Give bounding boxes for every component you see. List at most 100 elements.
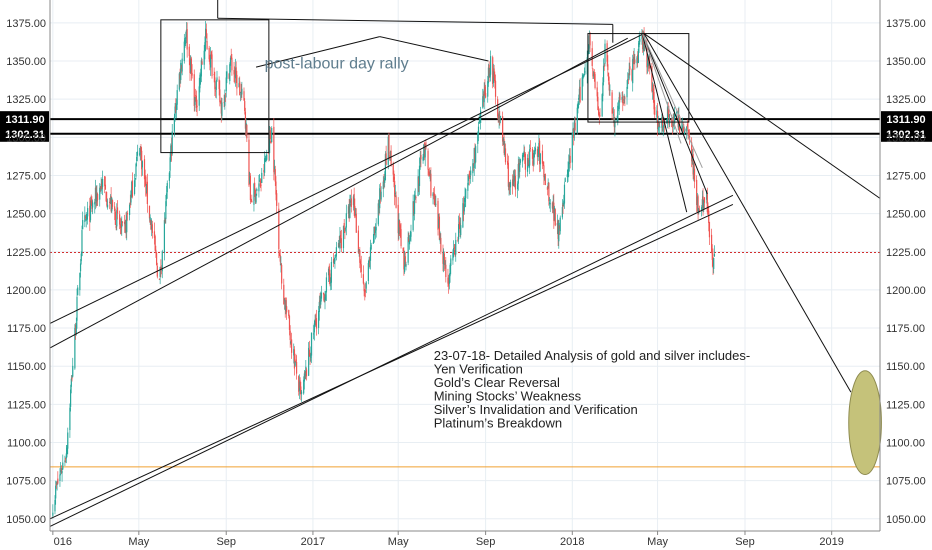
candle-body: [433, 193, 436, 205]
candle-body: [688, 135, 691, 140]
candle-body: [514, 174, 516, 182]
candle-body: [403, 258, 406, 273]
candle-body: [683, 131, 686, 134]
candle-body: [529, 149, 531, 166]
candle-body: [568, 155, 571, 165]
candle-body: [121, 221, 124, 223]
candle-body: [697, 196, 699, 215]
candle-body: [487, 67, 490, 84]
candle-body: [349, 203, 351, 218]
candle-body: [60, 468, 62, 473]
candle-body: [99, 187, 101, 200]
candle-body: [681, 125, 684, 130]
candle-body: [140, 146, 142, 152]
y-tick-label-right: 1375.00: [886, 18, 926, 30]
candle-body: [624, 97, 626, 99]
candle-body: [383, 180, 385, 182]
candle-body: [300, 386, 302, 395]
candle-body: [611, 92, 613, 114]
candle-body: [201, 61, 203, 65]
candle-body: [598, 113, 600, 116]
candle-body: [131, 181, 133, 195]
candle-body: [135, 163, 137, 177]
candle-body: [170, 145, 173, 156]
candle-body: [79, 272, 81, 291]
candle-body: [368, 259, 370, 263]
candle-body: [439, 238, 441, 242]
candle-body: [541, 150, 544, 164]
candle-body: [116, 207, 119, 214]
candle-body: [710, 234, 713, 252]
notes-line: Gold’s Clear Reversal: [434, 375, 560, 390]
candle-body: [489, 56, 492, 75]
candle-body: [215, 81, 217, 90]
candle-body: [405, 264, 407, 267]
candle-body: [498, 114, 500, 122]
candle-body: [54, 500, 56, 512]
candle-body: [238, 83, 240, 88]
candle-body: [534, 150, 536, 152]
candle-body: [173, 117, 175, 132]
candle-body: [239, 91, 242, 93]
candle-body: [185, 36, 187, 40]
candle-body: [364, 289, 366, 293]
candle-body: [322, 292, 325, 295]
candle-body: [577, 102, 579, 109]
candle-body: [298, 376, 300, 392]
candle-body: [55, 483, 57, 486]
candle-body: [629, 66, 631, 70]
candle-body: [652, 88, 654, 96]
candle-body: [363, 284, 365, 292]
candle-body: [104, 176, 106, 187]
candle-body: [159, 267, 161, 278]
candle-body: [455, 239, 457, 255]
candle-body: [671, 126, 674, 128]
candle-body: [484, 86, 486, 96]
candle-body: [578, 88, 581, 99]
candle-body: [603, 65, 605, 67]
candle-body: [300, 391, 303, 394]
candle-body: [273, 126, 275, 173]
candle-body: [367, 262, 369, 281]
candle-body: [194, 97, 196, 105]
candle-body: [320, 292, 323, 299]
candle-body: [283, 298, 286, 302]
candle-body: [562, 204, 564, 207]
candle-body: [249, 176, 251, 183]
candle-body: [487, 81, 489, 97]
candle-body: [184, 39, 186, 44]
candle-body: [244, 111, 247, 129]
candle-body: [66, 447, 68, 455]
candle-body: [219, 101, 222, 103]
candle-body: [126, 213, 129, 215]
candle-body: [702, 196, 704, 209]
candle-body: [193, 74, 195, 106]
y-tick-label-left: 1050.00: [6, 514, 46, 526]
candle-body: [539, 140, 541, 165]
candle-body: [343, 223, 345, 230]
candle-body: [264, 158, 266, 173]
candle-body: [597, 108, 600, 115]
candle-body: [429, 175, 431, 179]
candle-body: [542, 161, 544, 165]
candle-body: [642, 34, 644, 51]
candle-body: [248, 139, 250, 186]
candle-body: [437, 200, 439, 230]
candle-body: [574, 122, 576, 131]
candle-body: [90, 198, 92, 204]
candle-body: [536, 148, 539, 157]
candle-body: [318, 310, 320, 328]
candle-body: [394, 193, 396, 195]
candle-body: [308, 347, 310, 376]
price-tag-left-label: 1311.90: [5, 114, 44, 126]
candle-body: [688, 132, 690, 134]
trendline: [641, 31, 682, 144]
x-tick-label: Sep: [216, 536, 236, 548]
candle-body: [313, 333, 315, 335]
candle-body: [504, 148, 507, 163]
candle-body: [239, 81, 241, 96]
x-tick-label: 2018: [560, 536, 584, 548]
candle-body: [548, 202, 551, 205]
candle-body: [432, 193, 434, 197]
candle-body: [647, 60, 649, 66]
